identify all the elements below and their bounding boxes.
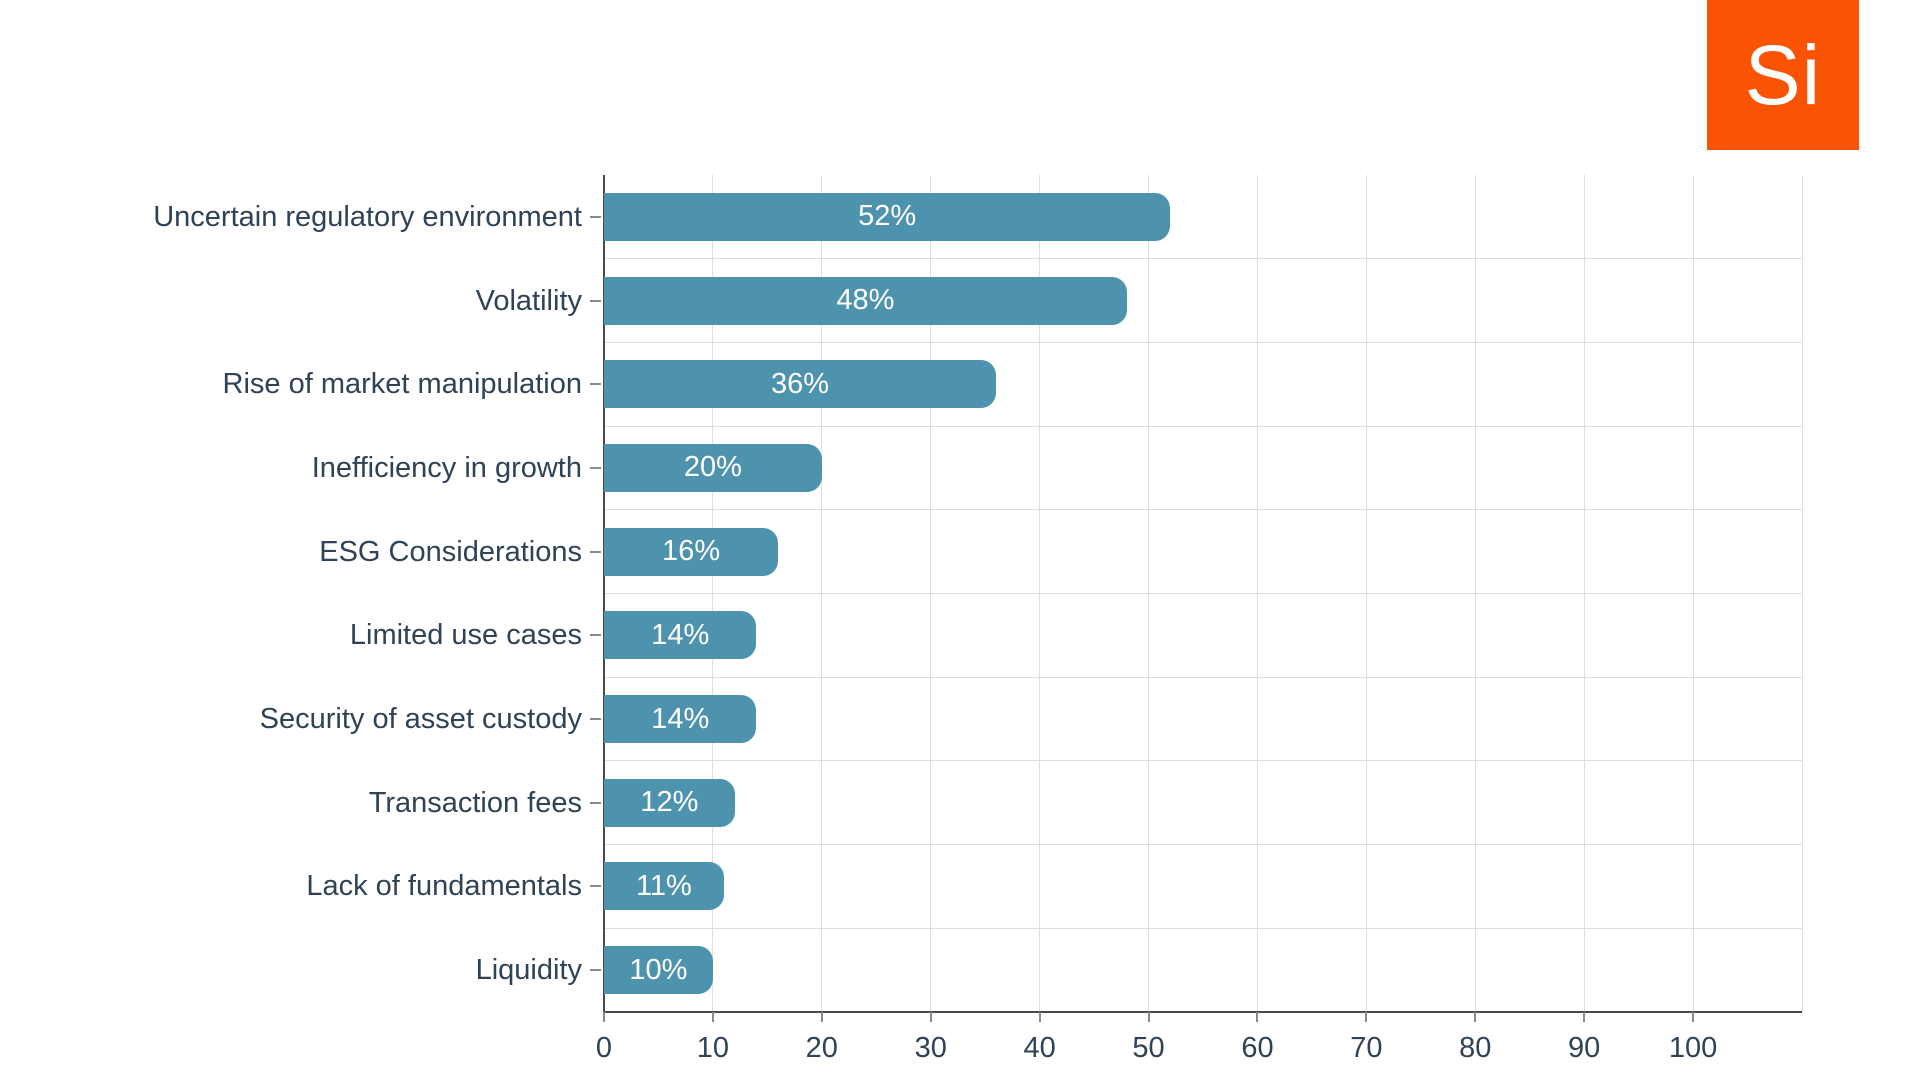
x-tick-mark [603,1012,605,1022]
bar: 48% [604,276,1127,325]
grid-line-horizontal [604,927,1802,929]
bar-value-label: 14% [651,618,710,651]
bar-value-label: 10% [629,953,688,986]
y-tick-mark [590,718,601,721]
x-tick-mark [820,1012,823,1022]
x-tick-mark [711,1012,714,1022]
grid-line-horizontal [604,425,1802,427]
grid-line-vertical [1801,175,1803,1012]
plot-area: 52% 48% 36% 20% 16% 14% 14% 12% 11% 10% 0 10 20 30 40 5… [596,175,1803,1064]
y-tick-mark [590,634,601,637]
y-tick-mark [590,550,601,553]
x-tick-label: 30 [914,1032,947,1064]
grid-line-horizontal [604,341,1802,343]
x-tick-label: 70 [1350,1032,1383,1064]
bar-value-label: 14% [651,702,710,735]
y-tick-mark [590,885,601,888]
category-label: Transaction fees [368,786,582,819]
grid-line-horizontal [604,258,1802,260]
category-label: Volatility [475,284,582,317]
bar-value-label: 16% [662,535,721,568]
y-tick-mark [590,969,601,972]
x-tick-label: 60 [1241,1032,1274,1064]
y-tick-mark [590,383,601,386]
grid-line-horizontal [604,760,1802,762]
bar-value-label: 48% [836,284,895,317]
bar-value-label: 36% [771,367,830,400]
bar: 10% [604,946,713,995]
y-tick-mark [590,215,601,218]
category-label: Uncertain regulatory environment [153,200,582,233]
x-tick-label: 100 [1668,1032,1718,1064]
category-label: ESG Considerations [319,535,582,568]
x-tick-mark [1692,1012,1695,1022]
x-tick-label: 50 [1132,1032,1165,1064]
bar: 36% [604,360,997,409]
x-tick-label: 20 [805,1032,838,1064]
x-tick-mark [929,1012,932,1022]
x-tick-mark [1474,1012,1477,1022]
x-tick-mark [1256,1012,1259,1022]
bar-value-label: 20% [683,451,742,484]
bar-value-label: 11% [635,869,692,902]
logo-badge: Si [1707,0,1859,150]
x-tick-mark [1147,1012,1150,1022]
bar: 14% [604,695,757,744]
x-tick-mark [1583,1012,1586,1022]
category-label: Rise of market manipulation [222,368,582,401]
grid-line-horizontal [604,509,1802,511]
category-label: Liquidity [475,954,582,987]
y-axis-line [603,175,605,1012]
x-tick-mark [1365,1012,1368,1022]
bar: 52% [604,192,1171,241]
bar-value-label: 52% [858,200,917,233]
bar: 16% [604,527,779,576]
x-tick-label: 90 [1568,1032,1601,1064]
x-tick-label: 10 [696,1032,730,1064]
y-tick-mark [590,801,601,804]
category-label: Limited use cases [349,619,582,652]
bar: 14% [604,611,757,660]
bar: 12% [604,778,735,827]
category-label: Lack of fundamentals [306,870,582,903]
x-axis-line [603,1011,1802,1013]
category-label: Inefficiency in growth [311,451,582,484]
x-tick-mark [1038,1012,1041,1022]
bar: 20% [604,443,822,492]
category-label: Security of asset custody [259,703,582,736]
x-tick-label: 80 [1459,1032,1492,1064]
x-tick-label: 40 [1023,1032,1056,1064]
bar: 11% [604,862,724,911]
grid-line-horizontal [604,593,1802,594]
bar-value-label: 12% [640,786,699,819]
grid-line-horizontal [604,676,1802,678]
y-tick-mark [590,466,601,469]
y-tick-mark [590,299,601,302]
x-tick-label: 0 [595,1032,613,1064]
grid-line-horizontal [604,844,1802,846]
